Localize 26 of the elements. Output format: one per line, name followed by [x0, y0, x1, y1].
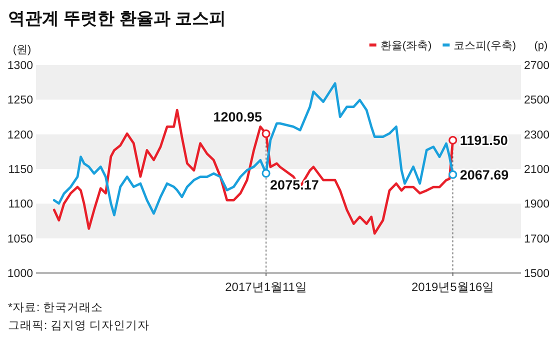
- y2-tick-label: 2500: [524, 94, 550, 107]
- y-tick-label: 1100: [8, 198, 33, 211]
- text: 그래픽: 김지영 디자인기자: [8, 320, 150, 332]
- x-tick-label: 2019년5월16일: [411, 280, 494, 294]
- y-tick-label: 1150: [8, 164, 33, 176]
- legend-label: 환율(좌축): [380, 40, 432, 52]
- y2-axis-title: (p): [534, 40, 548, 52]
- y2-tick-label: 2700: [524, 60, 550, 72]
- y-tick-label: 1200: [7, 129, 33, 142]
- legend-label: 코스피(우축): [454, 40, 516, 52]
- y2-tick-label: 2100: [524, 164, 550, 176]
- chart-title: 역관계 뚜렷한 환율과 코스피: [8, 9, 226, 28]
- data-label: 2067.69: [460, 168, 509, 183]
- y-axis-title: (원): [12, 44, 32, 56]
- y-tick-label: 1000: [7, 268, 33, 280]
- text: *자료: 한국거래소: [8, 302, 103, 314]
- y-tick-label: 1250: [7, 94, 33, 107]
- y2-tick-label: 2300: [524, 129, 550, 142]
- y2-tick-label: 1500: [524, 268, 550, 280]
- x-tick-label: 2017년1월11일: [225, 280, 307, 294]
- data-label: 1191.50: [460, 133, 508, 148]
- y2-tick-label: 1900: [524, 198, 550, 211]
- y2-tick-label: 1700: [524, 233, 550, 246]
- data-label: 1200.95: [213, 110, 263, 125]
- y-tick-label: 1050: [7, 233, 33, 246]
- y-tick-label: 1300: [7, 60, 33, 72]
